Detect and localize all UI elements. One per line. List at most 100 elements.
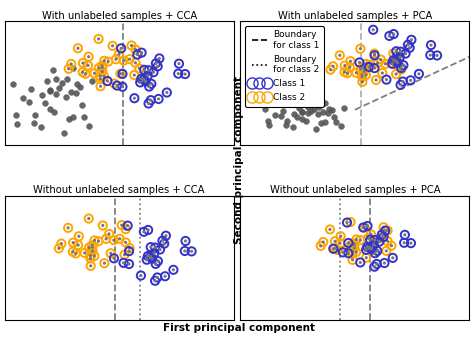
Point (347, 242, 355, 248)
Point (110, 81, 118, 86)
Point (388, 60, 395, 66)
Point (95, 36, 102, 42)
Point (104, 78, 111, 84)
Point (301, 101, 309, 106)
Point (144, 73, 152, 79)
Point (381, 260, 388, 266)
Point (265, 122, 273, 128)
Point (89, 248, 96, 254)
Point (407, 77, 414, 83)
Point (126, 245, 133, 251)
Point (371, 53, 378, 58)
Point (181, 71, 189, 77)
Point (380, 234, 387, 240)
Point (399, 79, 407, 84)
Point (110, 237, 118, 243)
Point (367, 231, 375, 237)
Point (345, 240, 352, 246)
Point (427, 42, 435, 48)
Point (99, 223, 107, 228)
Point (346, 58, 354, 64)
Point (356, 60, 363, 65)
Point (319, 239, 327, 245)
Point (374, 248, 381, 254)
Point (95, 36, 102, 42)
Point (163, 90, 171, 95)
Point (346, 58, 354, 64)
Point (379, 70, 386, 76)
Point (352, 249, 360, 255)
Point (398, 67, 405, 72)
Point (140, 77, 148, 82)
Point (85, 245, 93, 250)
Point (151, 245, 159, 250)
Point (388, 60, 395, 66)
Point (146, 84, 153, 89)
Point (98, 63, 106, 69)
Point (385, 33, 393, 39)
Point (360, 66, 368, 72)
Point (147, 244, 155, 250)
Point (99, 69, 106, 74)
Point (124, 223, 131, 229)
Point (155, 56, 163, 61)
Point (305, 110, 312, 116)
Point (118, 84, 126, 89)
Point (100, 260, 108, 266)
Point (390, 58, 397, 63)
Point (125, 248, 133, 254)
Point (296, 105, 303, 111)
Point (87, 253, 94, 258)
Point (347, 219, 355, 225)
Point (348, 251, 356, 257)
Point (341, 63, 348, 69)
Point (69, 240, 77, 245)
Point (126, 245, 133, 251)
Point (350, 242, 358, 248)
Point (298, 109, 306, 115)
Point (96, 76, 104, 82)
Point (433, 53, 441, 58)
Point (382, 61, 389, 67)
Point (175, 61, 183, 66)
Point (46, 88, 54, 93)
Point (325, 110, 332, 116)
Point (361, 225, 368, 230)
Point (88, 78, 96, 83)
Point (155, 96, 162, 102)
Point (143, 257, 151, 263)
Point (107, 250, 115, 256)
Point (356, 260, 364, 265)
Point (358, 74, 366, 80)
Point (298, 116, 306, 122)
Point (364, 235, 372, 241)
Point (148, 256, 156, 261)
Point (53, 91, 60, 97)
Point (373, 261, 381, 267)
Point (46, 87, 54, 93)
Point (392, 58, 400, 64)
Point (97, 83, 104, 89)
Point (357, 66, 365, 72)
Point (356, 46, 364, 51)
Point (152, 61, 160, 66)
Point (69, 240, 77, 245)
Point (383, 238, 391, 244)
Point (151, 245, 159, 250)
Legend: Boundary
for class 1, Boundary
for class 2, Class 1, Class 2: Boundary for class 1, Boundary for class… (245, 26, 324, 106)
Point (96, 76, 104, 82)
Point (82, 71, 89, 77)
Point (279, 108, 287, 114)
Point (75, 234, 82, 239)
Point (174, 71, 182, 76)
Point (99, 223, 107, 228)
Point (75, 234, 82, 239)
Point (283, 119, 291, 124)
Point (110, 256, 118, 261)
Point (388, 243, 395, 248)
Point (64, 225, 72, 231)
Point (181, 248, 189, 254)
Title: With unlabeled samples + PCA: With unlabeled samples + PCA (278, 11, 432, 21)
Point (343, 220, 351, 225)
Point (337, 233, 345, 239)
